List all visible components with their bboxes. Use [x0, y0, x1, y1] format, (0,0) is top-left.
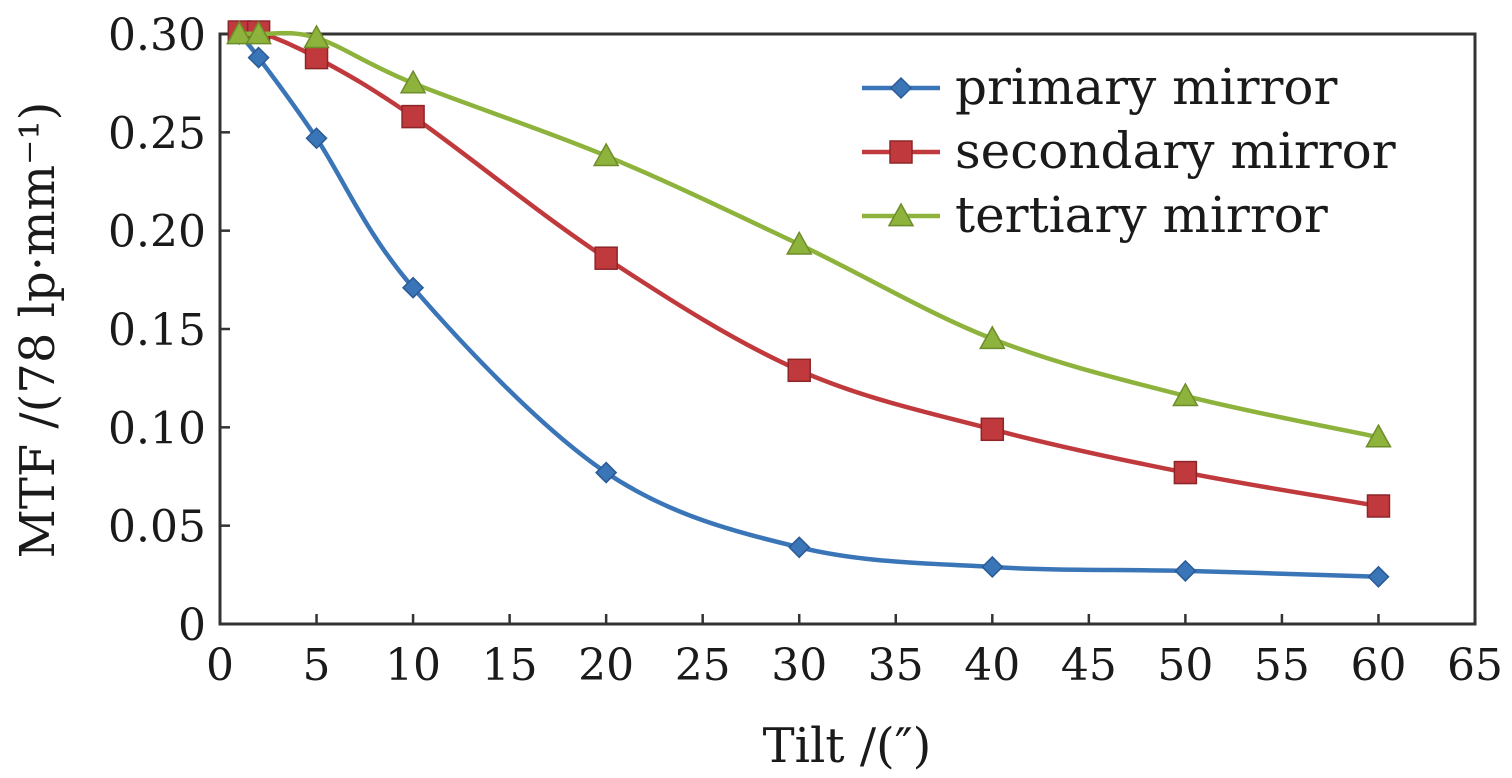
- y-tick-label: 0.05: [108, 502, 206, 553]
- tertiary-mirror-point: [245, 20, 272, 45]
- x-tick-label: 35: [868, 640, 924, 691]
- x-tick-label: 15: [482, 640, 538, 691]
- x-tick-label: 60: [1350, 640, 1406, 691]
- secondary-mirror-point: [787, 358, 811, 383]
- tertiary-mirror-point: [1172, 382, 1199, 407]
- secondary-mirror-point: [980, 417, 1005, 442]
- y-axis-title: MTF /(78 lp·mm⁻¹): [10, 102, 66, 559]
- x-tick-label: 5: [303, 640, 331, 691]
- secondary-mirror-point: [1366, 494, 1391, 518]
- primary-mirror-point: [981, 555, 1004, 579]
- series-secondary-mirror: [227, 20, 1391, 518]
- secondary-mirror-point: [304, 45, 329, 70]
- tertiary-mirror-point: [1365, 423, 1392, 448]
- tertiary-mirror-point: [303, 24, 330, 49]
- primary-mirror-point: [595, 461, 618, 484]
- x-tick-label: 0: [206, 640, 234, 691]
- y-tick-label: 0.25: [108, 108, 206, 159]
- tertiary-mirror-point: [226, 20, 253, 45]
- secondary-mirror-point: [1173, 460, 1198, 485]
- legend: primary mirror secondary mirror tertiary m…: [862, 58, 1396, 244]
- x-axis-title: Tilt /(″): [763, 718, 932, 774]
- tertiary-mirror-point: [592, 142, 620, 167]
- y-axis: 0 0.05 0.10 0.15 0.20 0.25 0.30: [108, 10, 230, 651]
- x-tick-label: 40: [964, 640, 1020, 691]
- x-tick-label: 45: [1061, 640, 1117, 691]
- secondary-mirror-point: [401, 104, 425, 129]
- tertiary-mirror-point: [979, 325, 1006, 350]
- primary-mirror-point: [305, 127, 328, 150]
- x-tick-label: 10: [385, 640, 441, 691]
- legend-label-primary-mirror: primary mirror: [955, 58, 1337, 116]
- y-tick-label: 0.30: [108, 10, 206, 61]
- y-tick-label: 0.20: [108, 207, 206, 258]
- legend-marker-secondary-mirror: [889, 140, 913, 164]
- x-tick-label: 20: [578, 640, 634, 691]
- series-layer: [226, 20, 1392, 588]
- legend-item-secondary-mirror: secondary mirror: [862, 122, 1396, 180]
- primary-mirror-point: [1174, 559, 1197, 582]
- x-tick-label: 55: [1254, 640, 1310, 691]
- legend-label-secondary-mirror: secondary mirror: [955, 122, 1396, 180]
- primary-mirror-point: [1367, 565, 1390, 588]
- secondary-mirror-point: [594, 246, 618, 270]
- tertiary-mirror-point: [399, 69, 427, 94]
- legend-marker-tertiary-mirror: [887, 202, 915, 227]
- x-tick-label: 65: [1447, 640, 1503, 691]
- x-tick-label: 50: [1157, 640, 1213, 691]
- primary-mirror-point: [247, 46, 270, 69]
- y-tick-label: 0.10: [108, 403, 206, 454]
- primary-mirror-point: [788, 536, 811, 559]
- legend-item-primary-mirror: primary mirror: [862, 58, 1337, 116]
- primary-mirror-point: [402, 276, 425, 299]
- x-axis: 0 5 10 15 20 25 30 35 40 45 50 55 60 65: [206, 614, 1503, 691]
- legend-marker-primary-mirror: [889, 76, 913, 100]
- tertiary-mirror-point: [785, 230, 813, 255]
- x-tick-label: 25: [675, 640, 731, 691]
- series-tertiary-mirror: [226, 20, 1392, 448]
- y-tick-label: 0.15: [108, 305, 206, 356]
- x-tick-label: 30: [771, 640, 827, 691]
- legend-item-tertiary-mirror: tertiary mirror: [862, 186, 1328, 244]
- legend-label-tertiary-mirror: tertiary mirror: [955, 186, 1328, 244]
- y-tick-label: 0: [178, 600, 206, 651]
- primary-mirror-line: [237, 32, 1379, 580]
